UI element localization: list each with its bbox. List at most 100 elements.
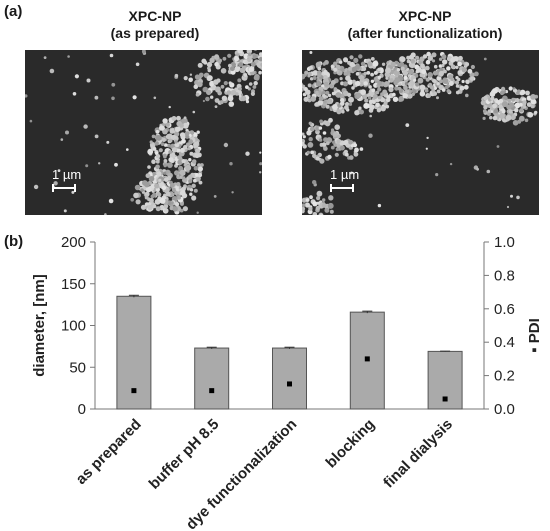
particle (192, 110, 196, 114)
particle (317, 72, 322, 78)
y2-tick-label: 0.4 (494, 334, 515, 351)
particle (419, 84, 426, 91)
particle (86, 78, 91, 83)
y-axis-label: diameter, [nm] (31, 274, 48, 377)
particle (163, 143, 168, 147)
particle (312, 212, 318, 215)
particle (512, 120, 519, 126)
particle (202, 99, 205, 103)
particle (147, 148, 154, 155)
particle (241, 65, 247, 70)
particle (359, 109, 364, 115)
particle (144, 181, 150, 188)
particle (355, 80, 361, 87)
particle (126, 148, 129, 151)
particle (189, 192, 193, 196)
particle (309, 126, 315, 132)
particle (169, 182, 175, 188)
particle (499, 90, 505, 96)
particle (447, 74, 453, 80)
particle (463, 84, 469, 90)
particle (163, 171, 167, 175)
particle (228, 101, 235, 107)
particle (438, 64, 443, 68)
particle (53, 181, 58, 186)
particle (227, 95, 234, 102)
particle (323, 69, 328, 75)
y2-tick-label: 1.0 (494, 234, 515, 251)
particle (370, 57, 375, 61)
particle (195, 148, 201, 154)
particle (149, 198, 154, 203)
particle (501, 101, 508, 108)
particle (403, 85, 408, 91)
particle (156, 171, 162, 177)
particle (155, 130, 160, 134)
particle (306, 94, 311, 99)
particle (174, 140, 178, 144)
particle (344, 105, 349, 110)
particle (425, 59, 431, 65)
particle (158, 178, 162, 182)
particle (385, 67, 391, 74)
particle (152, 147, 157, 151)
particle (179, 147, 185, 153)
particle (193, 141, 199, 148)
y2-tick-label: 0.8 (494, 267, 515, 284)
particle (195, 92, 200, 97)
particle (220, 84, 225, 89)
particle (193, 188, 198, 193)
particle (168, 150, 173, 154)
particle (498, 104, 504, 110)
particle (508, 109, 513, 114)
particle (245, 100, 250, 104)
particle (246, 50, 252, 53)
particle (306, 150, 310, 155)
particle (151, 192, 157, 198)
particle (171, 187, 177, 192)
particle (404, 89, 410, 94)
particle (377, 81, 383, 86)
particle (390, 61, 396, 67)
particle (154, 183, 160, 189)
particle (349, 55, 354, 60)
particle (185, 164, 192, 171)
particle (197, 172, 203, 178)
particle (363, 102, 370, 109)
particle (83, 124, 88, 129)
particle (195, 176, 201, 182)
particle (383, 101, 388, 106)
particle (230, 89, 237, 96)
particle (419, 91, 426, 97)
particle (25, 94, 28, 98)
particle (207, 75, 213, 81)
sem-image-as-prepared: 1 µm (25, 50, 262, 215)
particle (519, 108, 524, 113)
particle (196, 211, 199, 214)
particle (343, 71, 348, 76)
particle (476, 167, 479, 171)
particle (325, 104, 330, 109)
particle (330, 80, 336, 85)
left-image-title-line1: XPC-NP (128, 8, 182, 24)
particle (465, 79, 470, 84)
particle (315, 61, 322, 68)
particle (360, 61, 366, 66)
right-image-title-line2: (after functionalization) (347, 25, 503, 41)
particle (130, 198, 134, 202)
particle (524, 118, 529, 123)
particle (176, 182, 181, 187)
particle (377, 87, 382, 92)
y2-axis-label: ▪ PDI (526, 318, 543, 353)
particle (179, 169, 186, 176)
particle (514, 108, 519, 113)
particle (422, 54, 428, 59)
particle (167, 162, 173, 168)
particle (376, 108, 382, 113)
particle (179, 123, 184, 128)
right-image-title-line1: XPC-NP (398, 8, 452, 24)
particle (165, 122, 170, 127)
particle (526, 102, 532, 107)
particle (314, 102, 319, 107)
particle (147, 165, 151, 169)
